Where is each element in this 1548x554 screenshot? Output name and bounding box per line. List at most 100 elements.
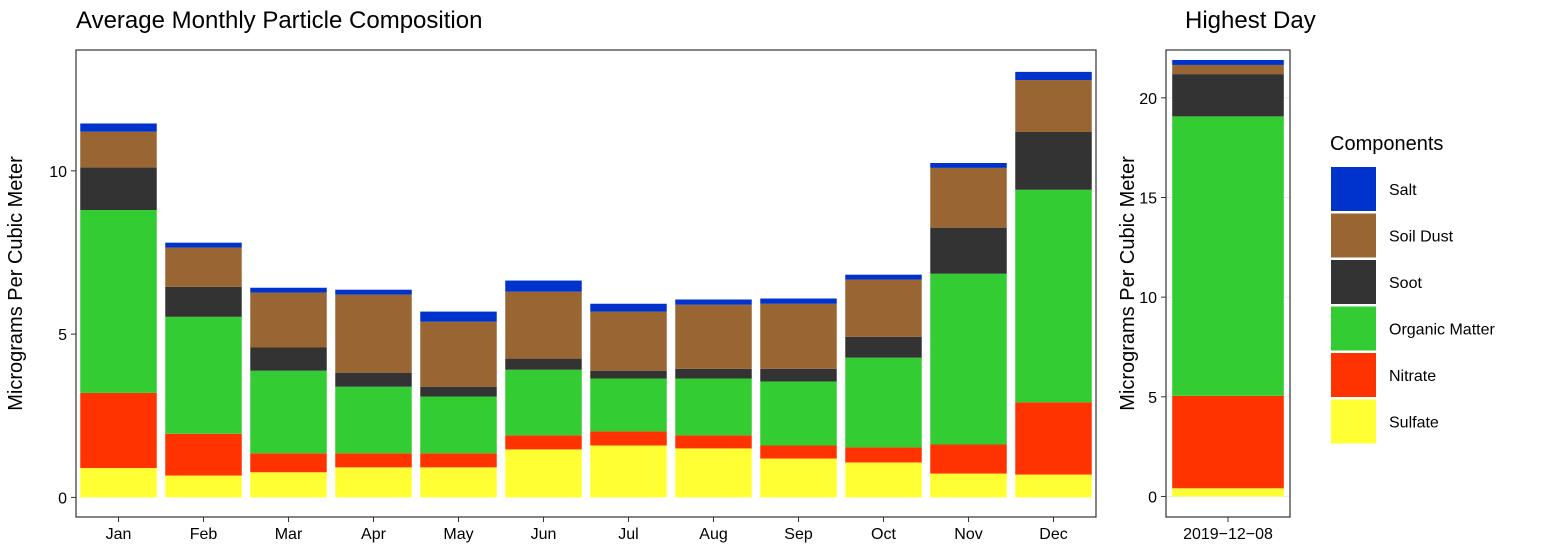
bar-segment (930, 273, 1007, 445)
bar-segment (590, 370, 667, 379)
bar-segment (760, 298, 837, 304)
bar-segment (165, 286, 242, 317)
bar-segment (1172, 59, 1284, 65)
bar-segment (250, 292, 327, 348)
bar-segment (250, 347, 327, 371)
bar-segment (80, 392, 157, 469)
bar-segment (675, 448, 752, 498)
x-tick-label: Oct (871, 526, 896, 543)
bar-segment (590, 445, 667, 498)
bar-segment (590, 303, 667, 312)
bar-segment (845, 357, 922, 448)
legend-label: Salt (1389, 182, 1417, 199)
bar-segment (930, 444, 1007, 474)
bar-segment (1015, 71, 1092, 81)
bar-segment (930, 227, 1007, 274)
bar-segment (505, 358, 582, 370)
x-tick-label: Feb (190, 526, 218, 543)
bar-segment (675, 435, 752, 449)
legend-label: Nitrate (1389, 368, 1436, 385)
y-tick-label: 20 (1139, 91, 1157, 108)
bar-segment (1172, 488, 1284, 497)
x-tick-label: Jun (531, 526, 557, 543)
bar-segment (505, 369, 582, 436)
x-tick-label: Aug (699, 526, 727, 543)
y-tick-label: 0 (58, 490, 67, 507)
bar-segment (1015, 189, 1092, 403)
bar-segment (250, 453, 327, 473)
bar-segment (335, 289, 412, 295)
bar-segment (420, 467, 497, 498)
legend-label: Sulfate (1389, 415, 1439, 432)
y-axis-title: Micrograms Per Cubic Meter (5, 156, 27, 411)
bar-segment (845, 462, 922, 498)
bar-segment (845, 447, 922, 463)
bar-segment (845, 336, 922, 358)
x-tick-label: 2019−12−08 (1183, 526, 1273, 543)
bar-segment (760, 381, 837, 446)
bar-segment (590, 431, 667, 446)
x-tick-label: Jul (618, 526, 638, 543)
bar-segment (760, 368, 837, 382)
bar-segment (845, 279, 922, 337)
y-tick-label: 5 (1148, 390, 1157, 407)
bar-segment (165, 433, 242, 476)
bar-segment (930, 162, 1007, 168)
bar-segment (80, 468, 157, 498)
bar-segment (675, 378, 752, 436)
x-tick-label: Apr (361, 526, 387, 543)
bar-segment (250, 472, 327, 498)
bar-segment (80, 131, 157, 168)
bar-segment (1172, 116, 1284, 396)
y-tick-label: 10 (49, 164, 67, 181)
bar-segment (165, 475, 242, 498)
x-tick-label: Sep (784, 526, 813, 543)
bar-segment (335, 386, 412, 454)
bar-segment (505, 291, 582, 359)
bar-segment (675, 299, 752, 305)
bar-segment (420, 311, 497, 322)
bar-segment (930, 167, 1007, 228)
bar-segment (505, 449, 582, 498)
bar-segment (420, 396, 497, 454)
bar-segment (675, 368, 752, 379)
bar-segment (165, 316, 242, 434)
bar-segment (335, 294, 412, 373)
bar-segment (165, 242, 242, 248)
bar-segment (1015, 474, 1092, 498)
bar-segment (1172, 74, 1284, 117)
legend-swatch (1331, 353, 1376, 397)
bar-segment (80, 123, 157, 132)
x-tick-label: Jan (106, 526, 132, 543)
bar-segment (845, 274, 922, 280)
bar-segment (165, 247, 242, 287)
bar-segment (335, 372, 412, 387)
bar-segment (930, 473, 1007, 498)
x-tick-label: Dec (1039, 526, 1067, 543)
bar-segment (80, 167, 157, 211)
bar-segment (760, 458, 837, 498)
bar-segment (590, 311, 667, 371)
bar-segment (335, 467, 412, 498)
y-tick-label: 15 (1139, 190, 1157, 207)
legend-swatch (1331, 167, 1376, 211)
bar-segment (250, 287, 327, 293)
x-tick-label: Mar (275, 526, 303, 543)
bar-segment (760, 445, 837, 459)
y-tick-label: 0 (1148, 489, 1157, 506)
bar-segment (1172, 395, 1284, 489)
chart-title: Average Monthly Particle Composition (76, 7, 482, 34)
legend-swatch (1331, 213, 1376, 258)
bar-segment (420, 453, 497, 468)
legend-swatch (1331, 260, 1376, 304)
bar-segment (420, 321, 497, 387)
legend-label: Organic Matter (1389, 322, 1495, 339)
bar-segment (335, 453, 412, 468)
x-tick-label: Nov (954, 526, 982, 543)
bar-segment (420, 386, 497, 397)
bar-segment (590, 378, 667, 432)
bar-segment (80, 210, 157, 393)
y-axis-title: Micrograms Per Cubic Meter (1117, 156, 1139, 411)
legend-label: Soil Dust (1389, 229, 1454, 246)
